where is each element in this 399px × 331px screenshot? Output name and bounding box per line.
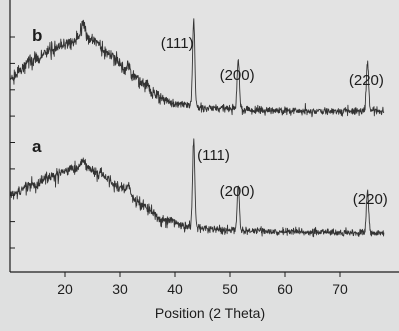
trace-a bbox=[9, 138, 385, 238]
peak-label: (111) bbox=[161, 35, 194, 52]
traces bbox=[9, 18, 385, 238]
y-axis-ticks bbox=[10, 36, 15, 249]
panel-label-b: b bbox=[32, 26, 42, 45]
x-tick-label: 70 bbox=[332, 281, 348, 297]
x-tick-label: 40 bbox=[167, 281, 183, 297]
x-tick-label: 60 bbox=[277, 281, 293, 297]
x-axis-title: Position (2 Theta) bbox=[155, 305, 265, 321]
peak-label: (200) bbox=[220, 183, 255, 200]
panel-label-a: a bbox=[32, 137, 42, 156]
peak-labels: (111) (200) (220) (111) (200) (220) bbox=[161, 35, 388, 208]
panel-labels: ba bbox=[32, 26, 42, 156]
x-tick-label: 20 bbox=[57, 281, 73, 297]
peak-label: (200) bbox=[220, 67, 255, 84]
peak-label: (220) bbox=[349, 72, 384, 89]
trace-b bbox=[9, 18, 385, 118]
x-tick-label: 50 bbox=[222, 281, 238, 297]
x-axis-ticks: 20 30 40 50 60 70 bbox=[57, 272, 348, 297]
x-tick-label: 30 bbox=[112, 281, 128, 297]
peak-label: (111) bbox=[197, 147, 230, 164]
peak-label: (220) bbox=[353, 191, 388, 208]
